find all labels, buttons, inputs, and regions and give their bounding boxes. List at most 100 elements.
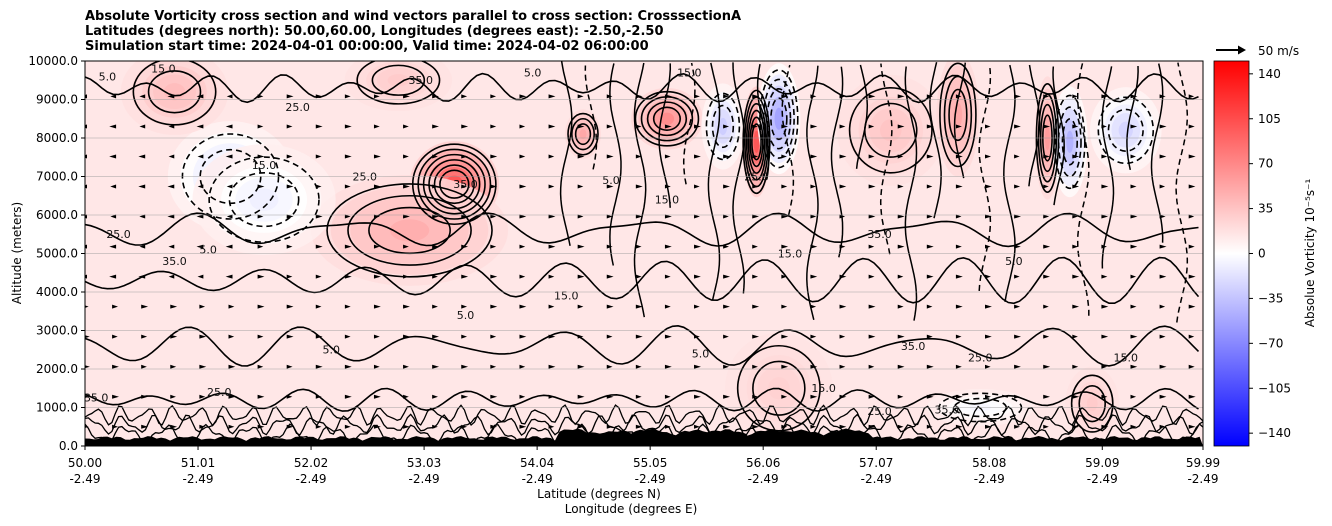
wind-vector bbox=[752, 124, 758, 129]
wind-vector bbox=[85, 365, 90, 369]
wind-vector bbox=[694, 274, 701, 279]
wind-vector bbox=[109, 154, 117, 159]
wind-vector bbox=[1101, 214, 1109, 219]
wind-vector bbox=[752, 244, 758, 249]
y-tick-label: 0.0 bbox=[59, 439, 78, 453]
wind-vector bbox=[1130, 244, 1138, 249]
terrain-mask bbox=[85, 428, 1203, 446]
vorticity-contour-12-1 bbox=[1054, 94, 1086, 190]
wind-vector bbox=[897, 244, 905, 249]
wind-vector bbox=[286, 364, 293, 369]
wind-vector bbox=[839, 274, 847, 279]
wind-vector bbox=[315, 214, 323, 219]
wind-vector bbox=[897, 304, 904, 309]
wind-vector bbox=[199, 304, 206, 309]
wind-vector bbox=[635, 214, 643, 219]
contour-label: 35.0 bbox=[84, 392, 109, 405]
wind-vector bbox=[577, 184, 584, 189]
wind-vector bbox=[257, 124, 264, 129]
wind-vector bbox=[373, 304, 381, 309]
wind-vector bbox=[839, 94, 846, 99]
wind-vector bbox=[490, 124, 497, 129]
wind-vector bbox=[635, 424, 643, 429]
wind-vector bbox=[955, 94, 962, 99]
y-tick-label: 10000.0 bbox=[28, 54, 78, 68]
contour-label: 25.0 bbox=[207, 386, 232, 399]
wind-vector bbox=[926, 214, 933, 219]
wind-vector bbox=[1159, 154, 1167, 159]
wind-vector bbox=[286, 334, 294, 339]
vorticity-contour-7-3 bbox=[745, 103, 768, 181]
wind-vector bbox=[985, 214, 992, 219]
wind-vector bbox=[373, 334, 380, 339]
vorticity-contour-9-1 bbox=[848, 86, 933, 174]
contour-label: 35.0 bbox=[901, 340, 926, 353]
wind-vector bbox=[548, 184, 555, 189]
y-tick-label: 9000.0 bbox=[36, 93, 78, 107]
wind-vector bbox=[955, 364, 962, 369]
wind-vector bbox=[752, 274, 759, 279]
colorbar-ticks: 140 105 70 35 0 −35 −70 −105 −140 bbox=[1249, 67, 1291, 440]
wind-vector bbox=[85, 94, 87, 99]
wind-vector bbox=[926, 394, 934, 399]
wind-vector bbox=[490, 394, 498, 399]
wind-vector bbox=[548, 364, 556, 369]
wind-vector bbox=[606, 274, 614, 279]
wind-vector bbox=[403, 244, 409, 249]
upper-contour-3 bbox=[633, 62, 647, 318]
wind-vector bbox=[694, 364, 701, 369]
wind-vector bbox=[577, 304, 584, 309]
contour-label: 15.0 bbox=[655, 193, 680, 206]
wind-vector bbox=[868, 304, 876, 309]
wind-vector bbox=[138, 274, 146, 279]
wind-vector bbox=[257, 394, 265, 399]
x-tick-label-longitude: -2.49 bbox=[748, 472, 779, 486]
wind-vector bbox=[403, 334, 410, 339]
wind-vector bbox=[286, 214, 294, 219]
wind-vector bbox=[85, 335, 90, 339]
y-tick-label: 3000.0 bbox=[36, 324, 78, 338]
wind-vector bbox=[752, 424, 760, 429]
wind-vector bbox=[168, 244, 175, 249]
wind-vector bbox=[810, 154, 818, 159]
colorbar-label: Absolue Vorticity 10⁻⁵s⁻¹ bbox=[1303, 179, 1317, 328]
wind-vector bbox=[810, 214, 817, 219]
vorticity-blob-3 bbox=[249, 188, 279, 211]
wind-vector bbox=[432, 94, 440, 99]
wind-vector bbox=[577, 274, 585, 279]
wind-vector bbox=[1043, 244, 1051, 249]
wind-vector bbox=[1188, 244, 1195, 249]
wind-vector bbox=[315, 304, 322, 309]
wind-vector bbox=[781, 124, 789, 129]
wind-vector bbox=[141, 364, 147, 369]
wind-vectors bbox=[85, 94, 1196, 429]
low-level-contour-2 bbox=[85, 403, 1203, 427]
wind-vector bbox=[1130, 394, 1137, 399]
contour-label: 5.0 bbox=[199, 244, 217, 257]
x-tick-label-latitude: 52.02 bbox=[294, 456, 328, 470]
wind-vector bbox=[1130, 184, 1137, 189]
wind-vector bbox=[1130, 364, 1138, 369]
upper-contour-7 bbox=[732, 62, 745, 294]
contour-label: 15.0 bbox=[811, 382, 836, 395]
wind-vector bbox=[635, 124, 642, 129]
wind-vector bbox=[839, 214, 846, 219]
wind-vector bbox=[432, 394, 438, 399]
wind-vector bbox=[606, 334, 613, 339]
contour-line-0 bbox=[85, 387, 1199, 412]
wind-vector bbox=[1072, 394, 1080, 399]
wind-vector bbox=[868, 154, 875, 159]
contour-label: 35.0 bbox=[162, 255, 187, 268]
wind-vector bbox=[519, 274, 526, 279]
wind-vector bbox=[926, 274, 934, 279]
wind-vector bbox=[403, 394, 409, 399]
wind-vector bbox=[955, 124, 962, 129]
x-tick-label-latitude: 54.04 bbox=[520, 456, 554, 470]
wind-vector bbox=[985, 94, 992, 99]
wind-vector bbox=[112, 364, 119, 369]
wind-vector bbox=[897, 214, 905, 219]
wind-vector bbox=[432, 334, 440, 339]
colorbar-tick-label: 0 bbox=[1258, 247, 1266, 261]
wind-vector bbox=[897, 184, 904, 189]
